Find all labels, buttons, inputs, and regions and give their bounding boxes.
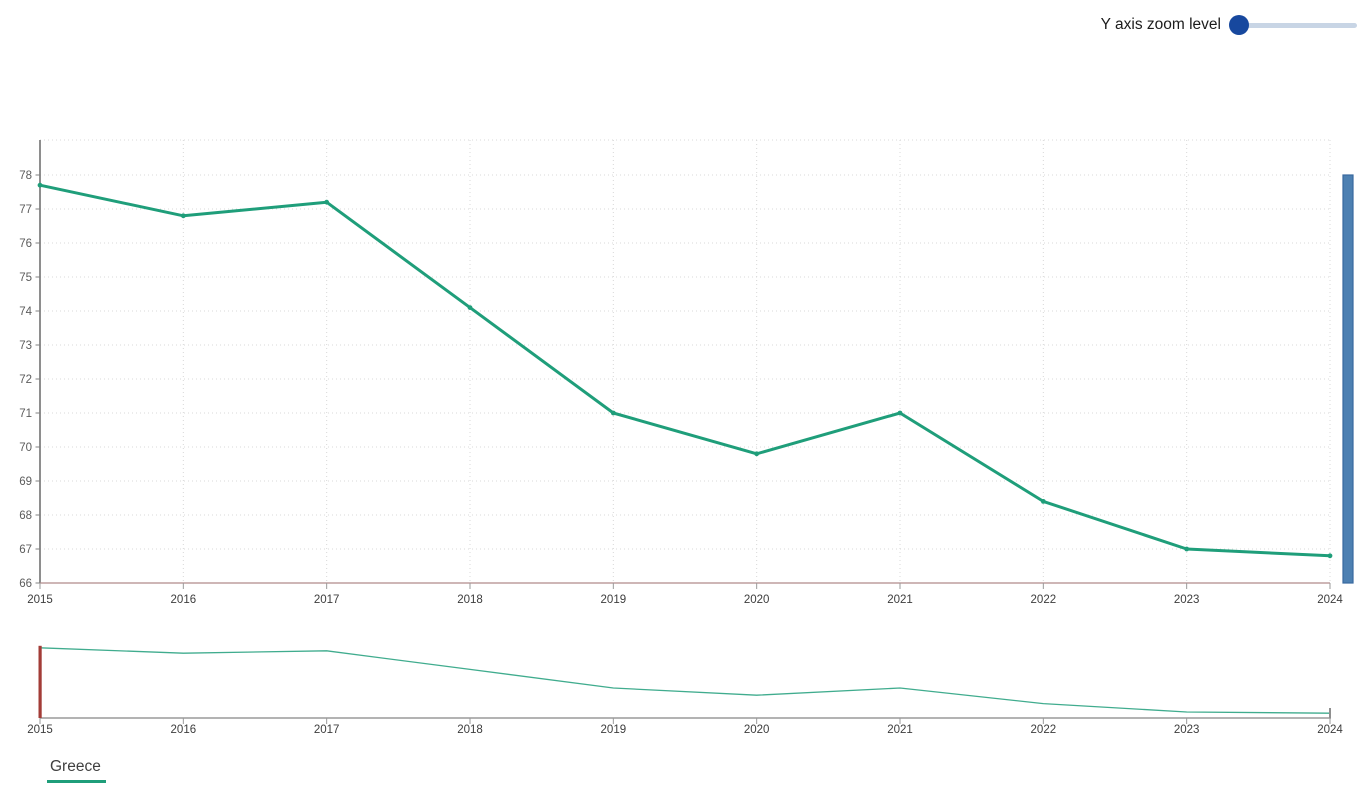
legend-item-greece[interactable]: Greece [47, 758, 106, 783]
y-tick-label: 75 [19, 272, 32, 284]
y-zoom-label: Y axis zoom level [1100, 16, 1221, 33]
x-tick-label: 2021 [887, 594, 913, 606]
navigator-tick-label: 2019 [601, 724, 627, 736]
navigator-tick-label: 2023 [1174, 724, 1200, 736]
series-point-2019 [610, 410, 616, 416]
series-point-2022 [1040, 499, 1046, 504]
navigator-tick-label: 2024 [1317, 724, 1343, 736]
legend-item-label: Greece [50, 758, 101, 775]
y-scrollbar-thumb[interactable] [1342, 174, 1354, 584]
series-point-2020 [754, 451, 760, 457]
y-tick-label: 71 [19, 408, 32, 420]
x-tick-label: 2017 [314, 594, 340, 606]
y-tick-label: 70 [19, 442, 32, 454]
navigator-tick-label: 2022 [1031, 724, 1057, 736]
x-tick-label: 2020 [744, 594, 770, 606]
main-plot-area[interactable] [40, 140, 1330, 583]
line-chart: 66 67 68 69 70 71 72 73 74 75 76 77 78 2015 2016 2017 20… [19, 139, 1354, 736]
navigator-end-handle[interactable] [1329, 708, 1331, 718]
series-point-2023 [1184, 546, 1190, 552]
navigator-tick-label: 2018 [457, 724, 483, 736]
navigator-tick-label: 2021 [887, 724, 913, 736]
series-line-greece[interactable] [38, 183, 1332, 558]
y-tick-label: 72 [19, 374, 32, 386]
y-zoom-slider-track[interactable] [1229, 23, 1357, 28]
x-tick-label: 2015 [27, 594, 53, 606]
y-zoom-control: Y axis zoom level [1101, 0, 1357, 50]
x-tick-label: 2023 [1174, 594, 1200, 606]
navigator-tick-label: 2017 [314, 724, 340, 736]
x-tick-label: 2016 [171, 594, 197, 606]
navigator-series-line [39, 647, 1331, 714]
series-point-2015 [37, 182, 43, 188]
y-tick-label: 76 [19, 238, 32, 250]
y-tick-label: 78 [19, 170, 32, 182]
y-zoom-slider-handle[interactable] [1229, 15, 1249, 35]
y-tick-label: 77 [19, 204, 32, 216]
legend: Greece [47, 758, 106, 783]
x-tick-label: 2018 [457, 594, 483, 606]
x-tick-label: 2024 [1317, 594, 1343, 606]
x-tick-label: 2019 [601, 594, 627, 606]
navigator-tick-label: 2015 [27, 724, 53, 736]
y-tick-label: 66 [19, 578, 32, 590]
y-zoom-slider[interactable] [1229, 15, 1357, 35]
y-tick-label: 67 [19, 544, 32, 556]
series-point-2021 [897, 410, 903, 416]
navigator-area[interactable] [40, 642, 1330, 718]
y-tick-label: 74 [19, 306, 32, 318]
navigator-start-handle[interactable] [38, 645, 42, 718]
navigator-tick-label: 2016 [171, 724, 197, 736]
series-point-2024 [1327, 553, 1333, 559]
series-point-2017 [324, 199, 330, 205]
series-point-2018 [467, 305, 473, 310]
y-tick-label: 68 [19, 510, 32, 522]
series-point-2016 [180, 213, 186, 219]
y-tick-label: 73 [19, 340, 32, 352]
navigator-tick-label: 2020 [744, 724, 770, 736]
x-tick-label: 2022 [1031, 594, 1057, 606]
y-tick-label: 69 [19, 476, 32, 488]
